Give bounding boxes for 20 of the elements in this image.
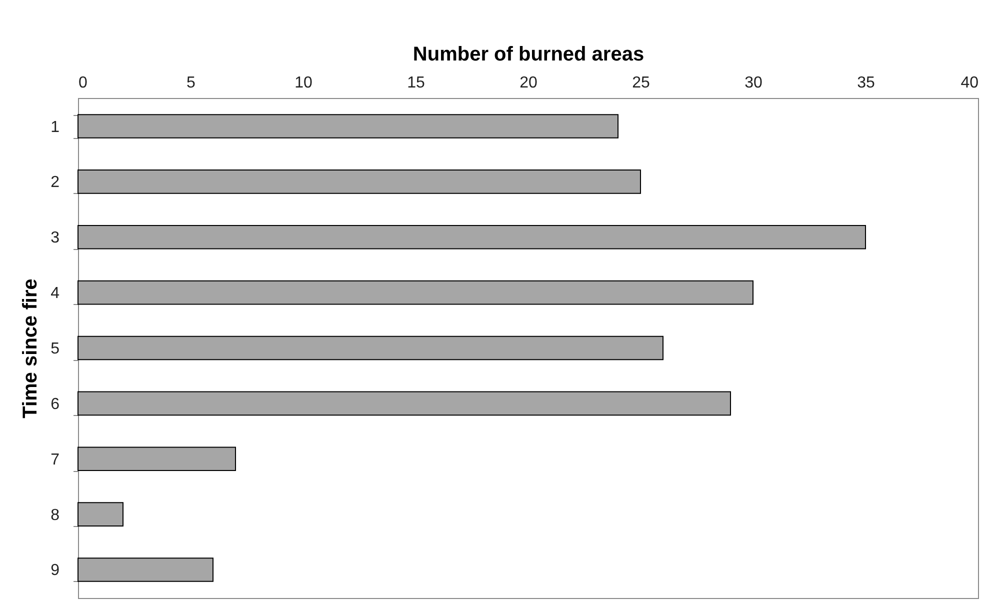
x-tick-label: 0	[78, 74, 88, 92]
y-axis-title: Time since fire	[20, 278, 42, 418]
y-tick-label: 2	[50, 174, 60, 192]
y-tick-label: 1	[50, 118, 60, 136]
x-tick-label: 15	[407, 74, 425, 92]
x-tick-label: 20	[520, 74, 538, 92]
y-tick-label: 8	[50, 506, 60, 524]
x-tick-label: 5	[186, 74, 196, 92]
x-tick-label: 30	[744, 74, 762, 92]
x-axis-title: Number of burned areas	[412, 44, 644, 66]
y-tick-label: 3	[50, 230, 60, 247]
x-tick-label: 35	[857, 74, 875, 92]
x-tick-label: 40	[960, 74, 979, 92]
y-tick-label: 6	[50, 396, 60, 413]
y-tick-label: 7	[50, 451, 60, 468]
y-tick-label: 4	[50, 285, 60, 302]
y-tick-label: 9	[50, 562, 60, 580]
x-tick-label: 10	[294, 74, 312, 92]
x-tick-label: 25	[632, 74, 650, 92]
y-tick-label: 5	[50, 340, 60, 358]
